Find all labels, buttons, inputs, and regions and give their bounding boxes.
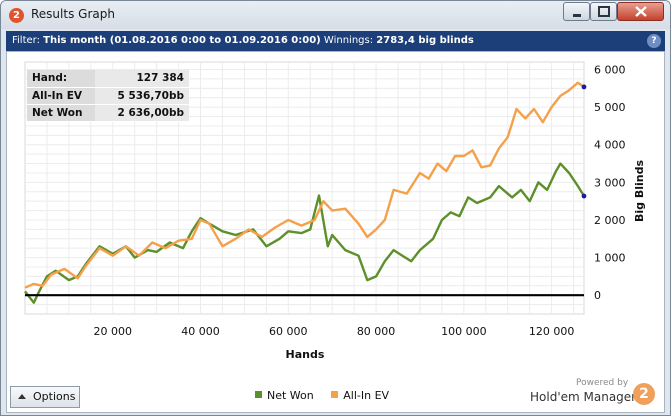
minimize-button[interactable]	[563, 2, 590, 21]
y-tick-label: 3 000	[594, 176, 626, 189]
x-tick-label: 60 000	[269, 325, 308, 338]
y-tick-label: 1 000	[594, 252, 626, 265]
y-tick-label: 4 000	[594, 139, 626, 152]
plot-area	[24, 61, 585, 315]
filter-label: Filter:	[12, 35, 40, 46]
stats-table: Hand: 127 384 All-In EV 5 536,70bb Net W…	[27, 70, 189, 122]
stats-row: All-In EV 5 536,70bb	[27, 87, 189, 105]
chart-legend: Net Won All-In EV	[255, 389, 403, 402]
series-lines	[24, 81, 587, 304]
close-icon	[635, 6, 647, 17]
y-tick-label: 0	[594, 289, 601, 302]
x-tick-label: 100 000	[441, 325, 487, 338]
filter-value: This month (01.08.2016 0:00 to 01.09.201…	[43, 35, 321, 46]
stat-value: 127 384	[95, 70, 189, 88]
series-endpoint-all-in-ev	[581, 84, 587, 90]
brand-name: Hold'em Manager	[530, 390, 637, 404]
x-tick-label: 120 000	[529, 325, 575, 338]
y-tick-label: 5 000	[594, 101, 626, 114]
y-tick-label: 2 000	[594, 214, 626, 227]
app-logo-icon: 2	[9, 8, 24, 23]
stat-value: 2 636,00bb	[95, 104, 189, 122]
stats-row: Hand: 127 384	[27, 70, 189, 88]
y-axis-label: Big Blinds	[633, 160, 646, 222]
x-tick-label: 80 000	[357, 325, 396, 338]
stat-value: 5 536,70bb	[95, 87, 189, 105]
winnings-label: Winnings:	[323, 35, 374, 46]
legend-swatch	[255, 391, 262, 398]
window-title: Results Graph	[31, 7, 115, 21]
legend-item-all-in-ev: All-In EV	[331, 389, 389, 402]
options-label: Options	[33, 390, 76, 403]
x-axis-label: Hands	[286, 348, 325, 361]
graph-panel: 20 000 40 000 60 000 80 000 100 000 120 000 0 1…	[6, 51, 665, 413]
options-button[interactable]: Options	[10, 386, 80, 408]
y-tick-label: 6 000	[594, 64, 626, 77]
powered-by-text: Powered by	[576, 378, 629, 388]
x-tick-label: 40 000	[181, 325, 220, 338]
legend-item-net-won: Net Won	[255, 389, 317, 402]
stat-label: All-In EV	[27, 87, 95, 105]
stat-label: Net Won	[27, 104, 95, 122]
minimize-icon	[573, 14, 581, 17]
stats-row: Net Won 2 636,00bb	[27, 104, 189, 122]
chevron-up-icon	[18, 394, 26, 399]
x-tick-label: 20 000	[94, 325, 133, 338]
maximize-button[interactable]	[590, 2, 617, 21]
series-line-net-won	[24, 162, 586, 304]
series-endpoint-net-won	[581, 193, 587, 199]
legend-label: All-In EV	[343, 389, 390, 402]
legend-label: Net Won	[267, 389, 314, 402]
stat-label: Hand:	[27, 70, 95, 88]
series-line-all-in-ev	[24, 81, 585, 289]
help-icon[interactable]: ?	[647, 34, 661, 48]
brand-logo-icon: 2	[633, 383, 655, 405]
winnings-value: 2783,4 big blinds	[376, 35, 474, 46]
legend-swatch	[331, 391, 339, 398]
close-button[interactable]	[617, 2, 664, 21]
tick-labels: 20 000 40 000 60 000 80 000 100 000 120 000 0 1…	[94, 64, 626, 338]
filter-bar: Filter: This month (01.08.2016 0:00 to 0…	[6, 31, 665, 51]
maximize-icon	[598, 6, 610, 17]
title-bar[interactable]: 2 Results Graph	[1, 1, 670, 29]
